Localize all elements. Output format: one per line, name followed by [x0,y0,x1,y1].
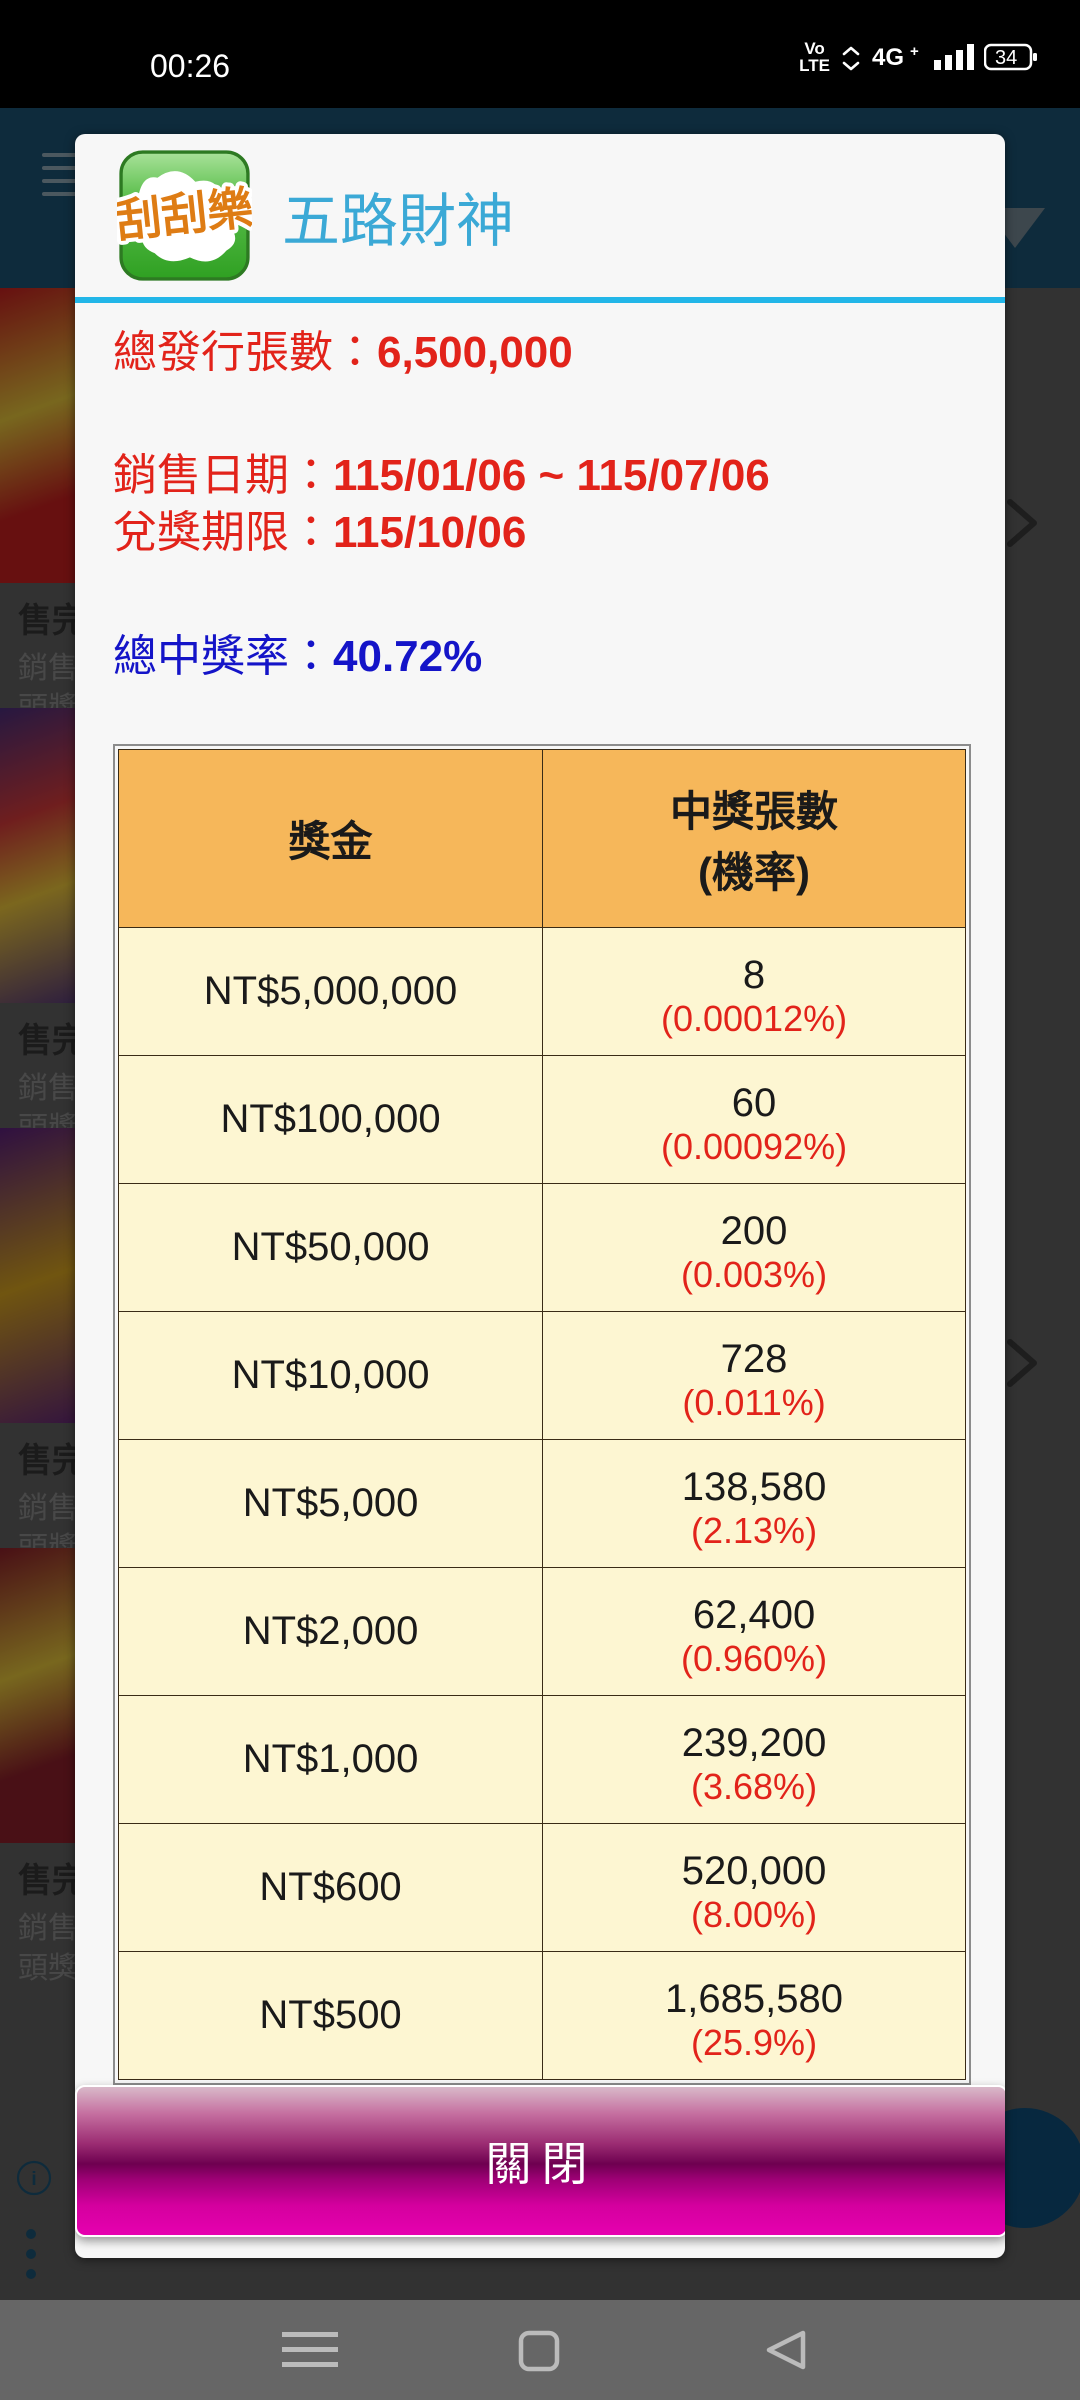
svg-text:+: + [910,43,919,60]
svg-text:4G: 4G [872,44,904,71]
svg-text:34: 34 [995,47,1017,69]
